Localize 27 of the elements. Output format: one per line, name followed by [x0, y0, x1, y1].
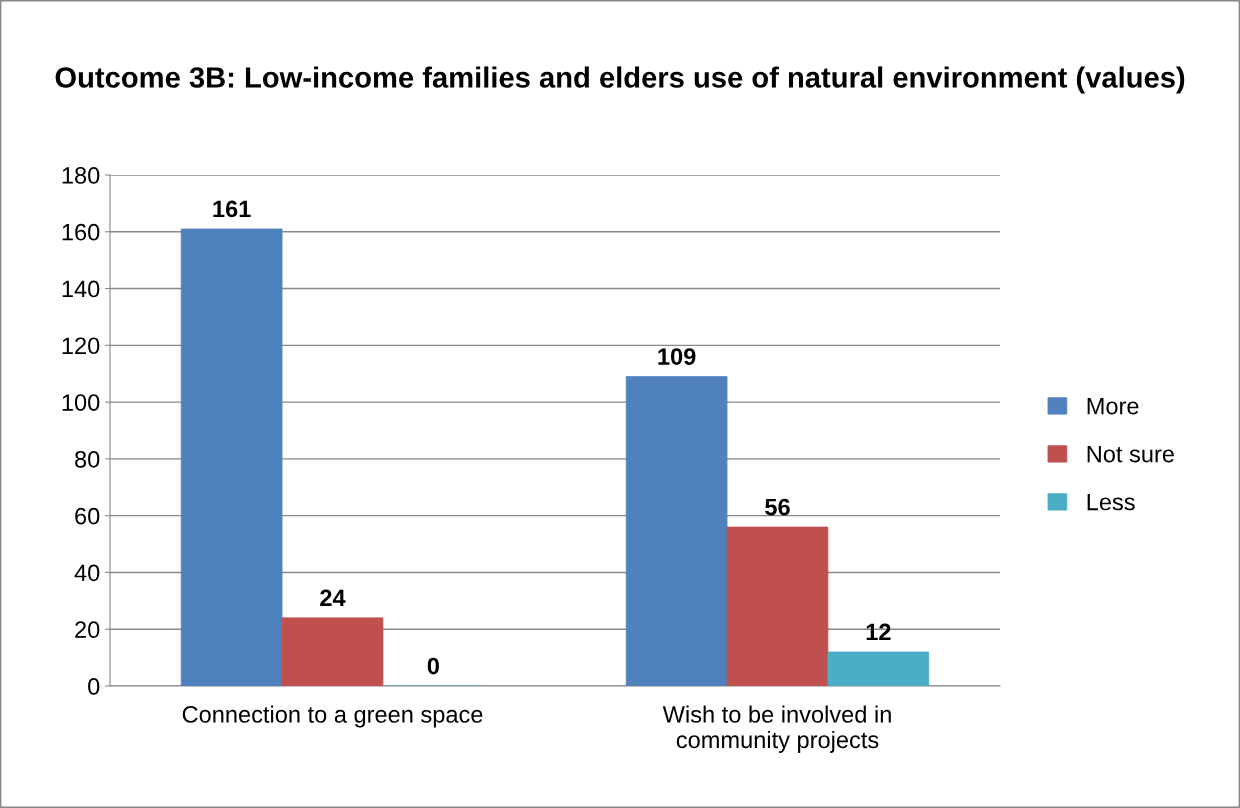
- y-tick-label: 80: [75, 450, 100, 468]
- data-label: 0: [427, 657, 439, 675]
- data-label: 161: [213, 200, 251, 218]
- legend-label: More: [1087, 397, 1139, 415]
- x-tick-label: Connection to a green space: [182, 705, 483, 728]
- x-tick-label: Wish to be involved in community projects: [662, 705, 891, 753]
- legend-label: Not sure: [1087, 445, 1174, 463]
- bar: [180, 228, 283, 686]
- y-tick-label: 100: [62, 394, 100, 411]
- data-label: 24: [320, 589, 346, 607]
- y-tick-label: 60: [75, 507, 100, 525]
- y-tick-label: 160: [62, 223, 100, 241]
- y-tick-label: 40: [74, 564, 100, 582]
- bar: [827, 651, 930, 686]
- y-tick-label: 180: [62, 167, 100, 184]
- data-label: 56: [765, 498, 790, 516]
- y-tick-label: 20: [75, 621, 100, 639]
- bar: [625, 376, 728, 686]
- y-tick-label: 120: [62, 337, 100, 355]
- bar: [281, 617, 384, 686]
- chart-title: Outcome 3B: Low-income families and elders use of natural environment (values): [55, 66, 1185, 94]
- data-label: 109: [658, 348, 696, 365]
- y-tick-label: 0: [88, 678, 100, 695]
- data-label: 12: [866, 623, 891, 641]
- legend-label: Less: [1087, 493, 1135, 511]
- bar: [726, 526, 829, 686]
- y-tick-label: 140: [62, 280, 100, 298]
